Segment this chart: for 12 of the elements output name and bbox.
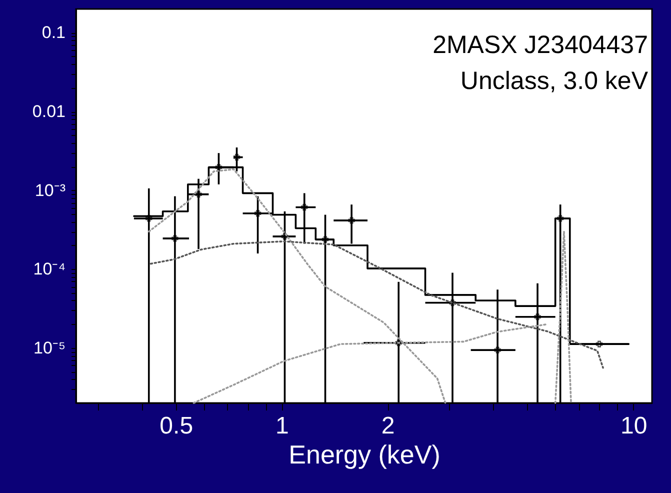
y-tick-label: 0.1	[42, 23, 66, 42]
x-tick-label: 10	[620, 412, 648, 440]
y-tick-label: 0.01	[32, 102, 66, 122]
x-tick-label: 1	[276, 412, 289, 440]
x-axis-title: Energy (keV)	[288, 440, 440, 470]
y-tick-label: 10⁻³	[34, 180, 66, 200]
y-tick-label: 10⁻⁵	[34, 338, 66, 358]
annotation: Unclass, 3.0 keV	[460, 67, 648, 95]
y-tick-label: 10⁻⁴	[33, 260, 66, 279]
annotation: 2MASX J23404437	[432, 31, 648, 59]
x-tick-label: 2	[381, 412, 395, 440]
x-tick-label: 0.5	[160, 412, 194, 440]
